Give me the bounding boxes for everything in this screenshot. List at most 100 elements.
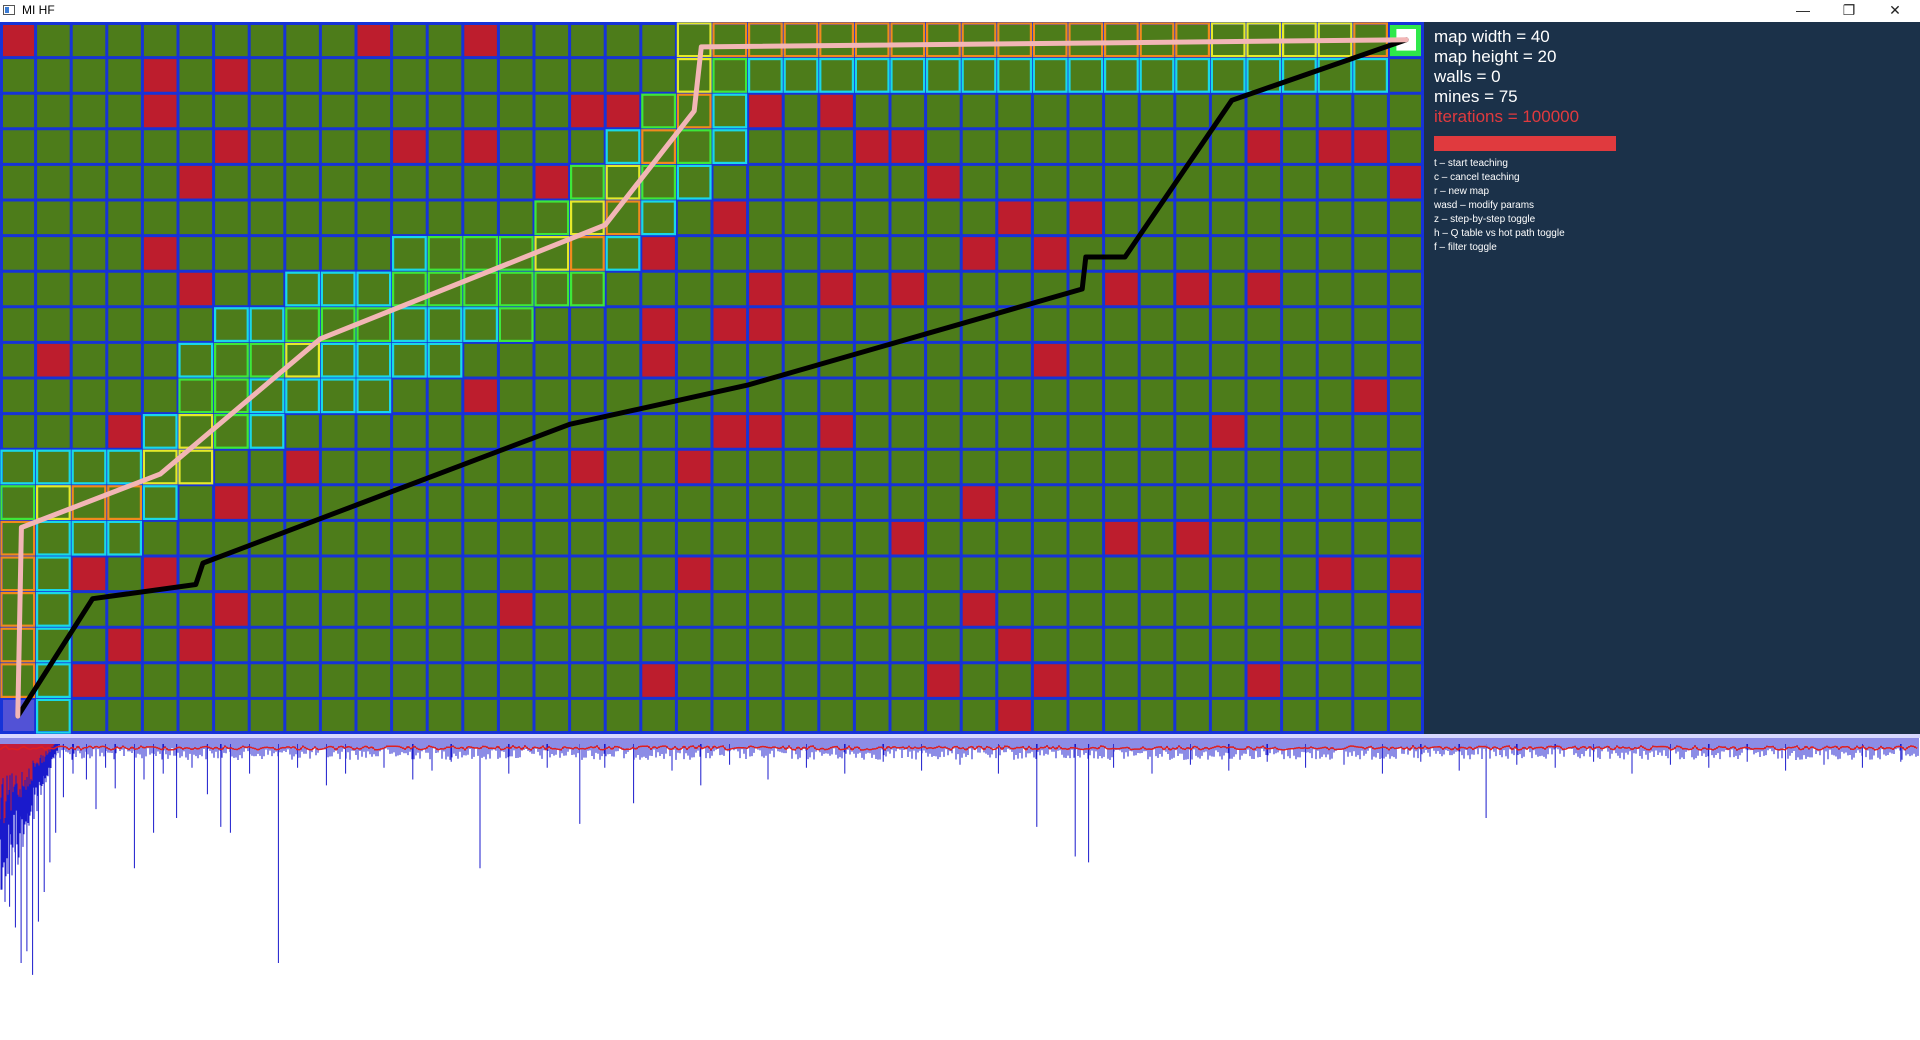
grid-cell	[1317, 271, 1353, 307]
q-value-cell	[0, 449, 36, 485]
q-value-cell	[178, 342, 214, 378]
grid-cell	[1139, 378, 1175, 414]
grid-cell	[427, 627, 463, 663]
grid-cell	[1103, 306, 1140, 343]
grid-cell	[534, 556, 570, 592]
grid-cell	[925, 627, 962, 663]
grid-cell	[1068, 591, 1104, 628]
q-value-cell	[0, 485, 36, 520]
maximize-button[interactable]: ❐	[1842, 2, 1856, 18]
q-value-cell	[249, 342, 285, 378]
q-value-cell	[285, 378, 320, 414]
grid-cell	[996, 235, 1033, 272]
grid-cell	[996, 22, 1033, 58]
grid-cell	[498, 200, 534, 236]
grid-cell	[35, 271, 72, 307]
q-value-cell	[819, 22, 854, 58]
grid-cell	[854, 57, 890, 94]
grid-cell	[106, 698, 143, 734]
grid-cell	[284, 93, 321, 129]
grid-cell	[356, 662, 392, 699]
mine-cell	[71, 556, 107, 592]
grid-cell	[213, 413, 250, 450]
grid-cell	[249, 413, 285, 450]
grid-cell	[142, 627, 178, 663]
mine-cell	[462, 128, 499, 165]
grid-cell	[712, 342, 748, 378]
grid-cell	[605, 306, 641, 343]
grid-cell	[1174, 449, 1211, 485]
grid-cell	[925, 200, 962, 236]
grid-cell	[996, 484, 1033, 521]
grid-cell	[569, 22, 606, 58]
grid-cell	[1317, 484, 1353, 521]
grid-cell	[890, 342, 926, 378]
grid-cell	[106, 57, 143, 94]
grid-cell	[213, 271, 250, 307]
grid-cell	[854, 164, 890, 200]
grid-cell	[106, 93, 143, 129]
q-value-cell	[35, 485, 71, 520]
grid-cell	[391, 662, 428, 699]
grid-cell	[996, 57, 1033, 94]
q-value-cell	[0, 520, 36, 556]
grid-cell	[213, 449, 250, 485]
grid-cell	[712, 22, 748, 58]
iterations-label: iterations = 100000	[1434, 107, 1580, 126]
grid-cell	[213, 22, 250, 58]
grid-cell	[391, 93, 428, 129]
mine-cell	[106, 627, 143, 663]
grid-cell	[391, 520, 428, 556]
grid-cell	[142, 378, 178, 414]
grid-cell	[249, 556, 285, 592]
grid-cell	[1317, 449, 1353, 485]
grid-cell	[106, 271, 143, 307]
grid-cell	[284, 698, 321, 734]
mine-cell	[178, 164, 214, 200]
q-value-cell	[178, 449, 214, 485]
grid-cell	[1210, 342, 1246, 378]
game-board[interactable]	[0, 22, 1424, 734]
grid-cell	[818, 200, 855, 236]
grid-cell	[142, 413, 178, 450]
mine-cell	[1388, 556, 1424, 592]
q-value-cell	[783, 57, 819, 93]
grid-cell	[320, 413, 356, 450]
close-button[interactable]: ✕	[1889, 2, 1901, 18]
grid-cell	[498, 164, 534, 200]
map-width-label: map width = 40	[1434, 27, 1550, 46]
grid-cell	[1388, 93, 1424, 129]
grid-cell	[1388, 306, 1424, 343]
grid-cell	[356, 128, 392, 165]
grid-cell	[71, 93, 107, 129]
grid-cell	[925, 235, 962, 272]
grid-cell	[178, 520, 214, 556]
grid-cell	[1388, 128, 1424, 165]
q-value-cell	[142, 485, 178, 520]
grid-cell	[605, 235, 641, 272]
grid-cell	[356, 449, 392, 485]
q-value-cell	[285, 307, 320, 342]
q-value-cell	[676, 22, 712, 58]
grid-cell	[391, 200, 428, 236]
grid-cell	[569, 128, 606, 165]
grid-cell	[747, 22, 784, 58]
grid-cell	[462, 235, 499, 272]
q-value-cell	[463, 236, 498, 271]
grid-cell	[1210, 591, 1246, 628]
grid-cell	[1032, 556, 1068, 592]
minimize-button[interactable]: —	[1796, 2, 1810, 18]
grid-cell	[142, 591, 178, 628]
grid-cell	[1068, 164, 1104, 200]
mine-cell	[569, 449, 606, 485]
grid-cell	[961, 627, 997, 663]
grid-cell	[356, 591, 392, 628]
mine-cell	[1388, 164, 1424, 200]
grid-cell	[783, 128, 819, 165]
q-value-cell	[1281, 57, 1317, 93]
grid-cell	[498, 698, 534, 734]
grid-cell	[0, 271, 36, 307]
grid-cell	[1352, 591, 1389, 628]
q-value-cell	[392, 307, 427, 342]
grid-cell	[106, 164, 143, 200]
